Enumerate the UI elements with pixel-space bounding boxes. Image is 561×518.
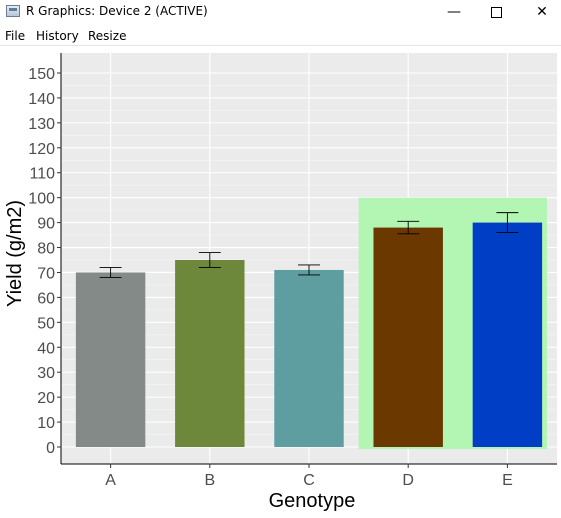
y-tick-label: 120	[28, 141, 55, 158]
bar-c	[274, 269, 344, 447]
y-tick-label: 40	[37, 340, 55, 357]
bar-d	[373, 227, 443, 447]
y-tick-label: 20	[37, 390, 55, 407]
plot-area: 0 10 20 30 40 50 60 70 80 90 100 110 120 130 140 150 A B C…	[0, 47, 561, 513]
bar-b	[175, 260, 245, 447]
y-tick-label: 90	[37, 216, 55, 233]
y-tick-label: 150	[28, 66, 55, 83]
menu-resize[interactable]: Resize	[88, 29, 127, 43]
y-tick-label: 30	[37, 365, 55, 382]
y-tick-label: 130	[28, 116, 55, 133]
close-icon: ✕	[536, 4, 548, 20]
window-title: R Graphics: Device 2 (ACTIVE)	[26, 4, 208, 18]
bar-e	[472, 222, 543, 447]
x-tick-label: B	[204, 472, 215, 489]
title-bar: R Graphics: Device 2 (ACTIVE) — ✕	[0, 0, 561, 24]
y-tick-label: 100	[28, 191, 55, 208]
y-tick-label: 80	[37, 241, 55, 258]
y-tick-label: 60	[37, 290, 55, 307]
y-axis-title: Yield (g/m2)	[4, 200, 26, 307]
close-button[interactable]: ✕	[519, 0, 561, 24]
bar-a	[75, 272, 146, 447]
x-tick-label: A	[105, 472, 116, 489]
maximize-icon	[490, 6, 502, 18]
y-tick-label: 0	[46, 440, 55, 457]
x-tick-label: E	[502, 472, 513, 489]
y-tick-label: 140	[28, 91, 55, 108]
y-tick-label: 50	[37, 315, 55, 332]
y-tick-label: 110	[29, 166, 55, 183]
minimize-button[interactable]: —	[431, 0, 477, 24]
bar-chart: 0 10 20 30 40 50 60 70 80 90 100 110 120 130 140 150 A B C…	[4, 53, 557, 512]
menu-bar: File History Resize	[0, 24, 561, 46]
x-tick-label: D	[402, 472, 414, 489]
menu-history[interactable]: History	[36, 29, 79, 43]
y-tick-label: 10	[37, 415, 55, 432]
r-graphics-app-icon	[6, 5, 20, 17]
y-tick-label: 70	[37, 265, 55, 282]
minimize-icon: —	[447, 4, 461, 20]
x-axis-title: Genotype	[269, 490, 356, 512]
menu-file[interactable]: File	[5, 29, 26, 43]
maximize-button[interactable]	[473, 0, 519, 24]
x-tick-label: C	[303, 472, 315, 489]
